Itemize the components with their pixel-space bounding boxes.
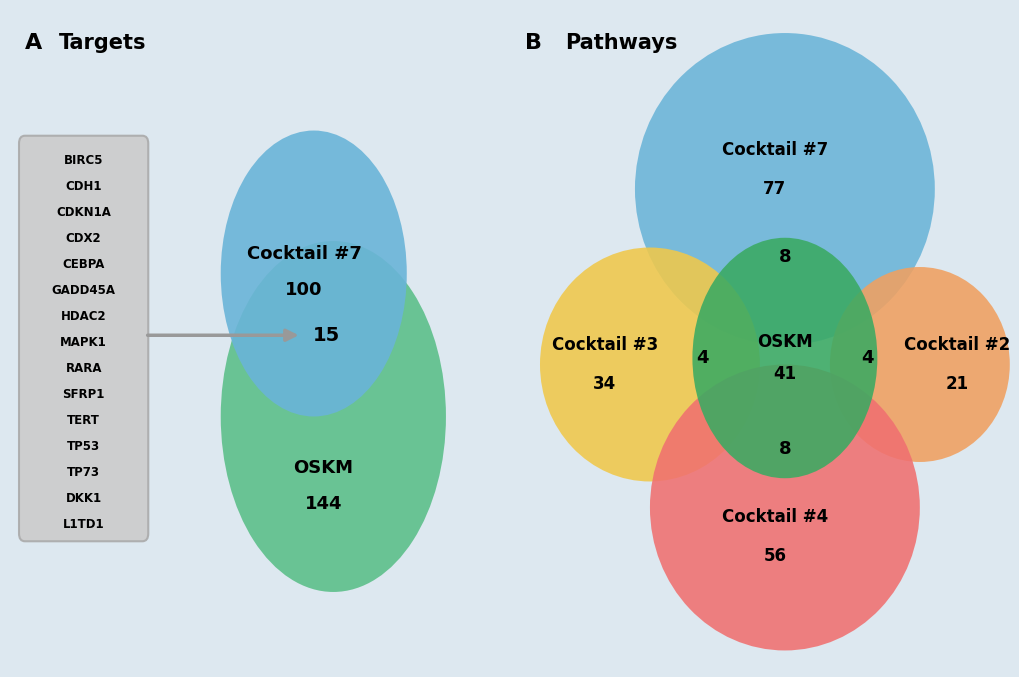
Text: 56: 56 [762, 547, 786, 565]
Text: OSKM: OSKM [756, 333, 812, 351]
Ellipse shape [634, 33, 933, 345]
Text: 4: 4 [696, 349, 708, 367]
Text: CDH1: CDH1 [65, 180, 102, 193]
Text: 144: 144 [305, 496, 342, 513]
Ellipse shape [220, 131, 407, 416]
Text: 41: 41 [772, 366, 796, 383]
Text: TP53: TP53 [67, 440, 100, 453]
Text: Pathways: Pathways [565, 33, 677, 53]
Text: TERT: TERT [67, 414, 100, 427]
Ellipse shape [692, 238, 876, 478]
Text: GADD45A: GADD45A [52, 284, 115, 297]
Ellipse shape [220, 241, 445, 592]
Text: Cocktail #2: Cocktail #2 [903, 336, 1010, 354]
Text: CEBPA: CEBPA [62, 258, 105, 271]
Text: Cocktail #4: Cocktail #4 [721, 508, 827, 526]
Text: HDAC2: HDAC2 [61, 310, 106, 323]
Text: L1TD1: L1TD1 [63, 518, 104, 531]
Text: A: A [24, 33, 42, 53]
Text: 8: 8 [777, 248, 791, 266]
Text: CDX2: CDX2 [66, 232, 101, 245]
Text: DKK1: DKK1 [65, 492, 102, 505]
Text: CDKN1A: CDKN1A [56, 206, 111, 219]
Text: 4: 4 [860, 349, 872, 367]
Text: 77: 77 [762, 180, 786, 198]
Ellipse shape [649, 364, 919, 651]
Text: SFRP1: SFRP1 [62, 388, 105, 401]
Ellipse shape [829, 267, 1009, 462]
Text: B: B [525, 33, 541, 53]
Text: BIRC5: BIRC5 [64, 154, 103, 167]
Text: TP73: TP73 [67, 466, 100, 479]
Text: Targets: Targets [59, 33, 147, 53]
Text: 100: 100 [285, 281, 322, 299]
FancyBboxPatch shape [19, 135, 148, 542]
Text: 8: 8 [777, 440, 791, 458]
Text: 15: 15 [312, 326, 339, 345]
Text: MAPK1: MAPK1 [60, 336, 107, 349]
Ellipse shape [539, 248, 759, 481]
Text: Cocktail #7: Cocktail #7 [721, 141, 827, 159]
Text: Cocktail #7: Cocktail #7 [247, 245, 361, 263]
Text: RARA: RARA [65, 362, 102, 375]
Text: 21: 21 [945, 375, 968, 393]
Text: Cocktail #3: Cocktail #3 [551, 336, 657, 354]
Text: OSKM: OSKM [293, 460, 354, 477]
Text: 34: 34 [593, 375, 615, 393]
